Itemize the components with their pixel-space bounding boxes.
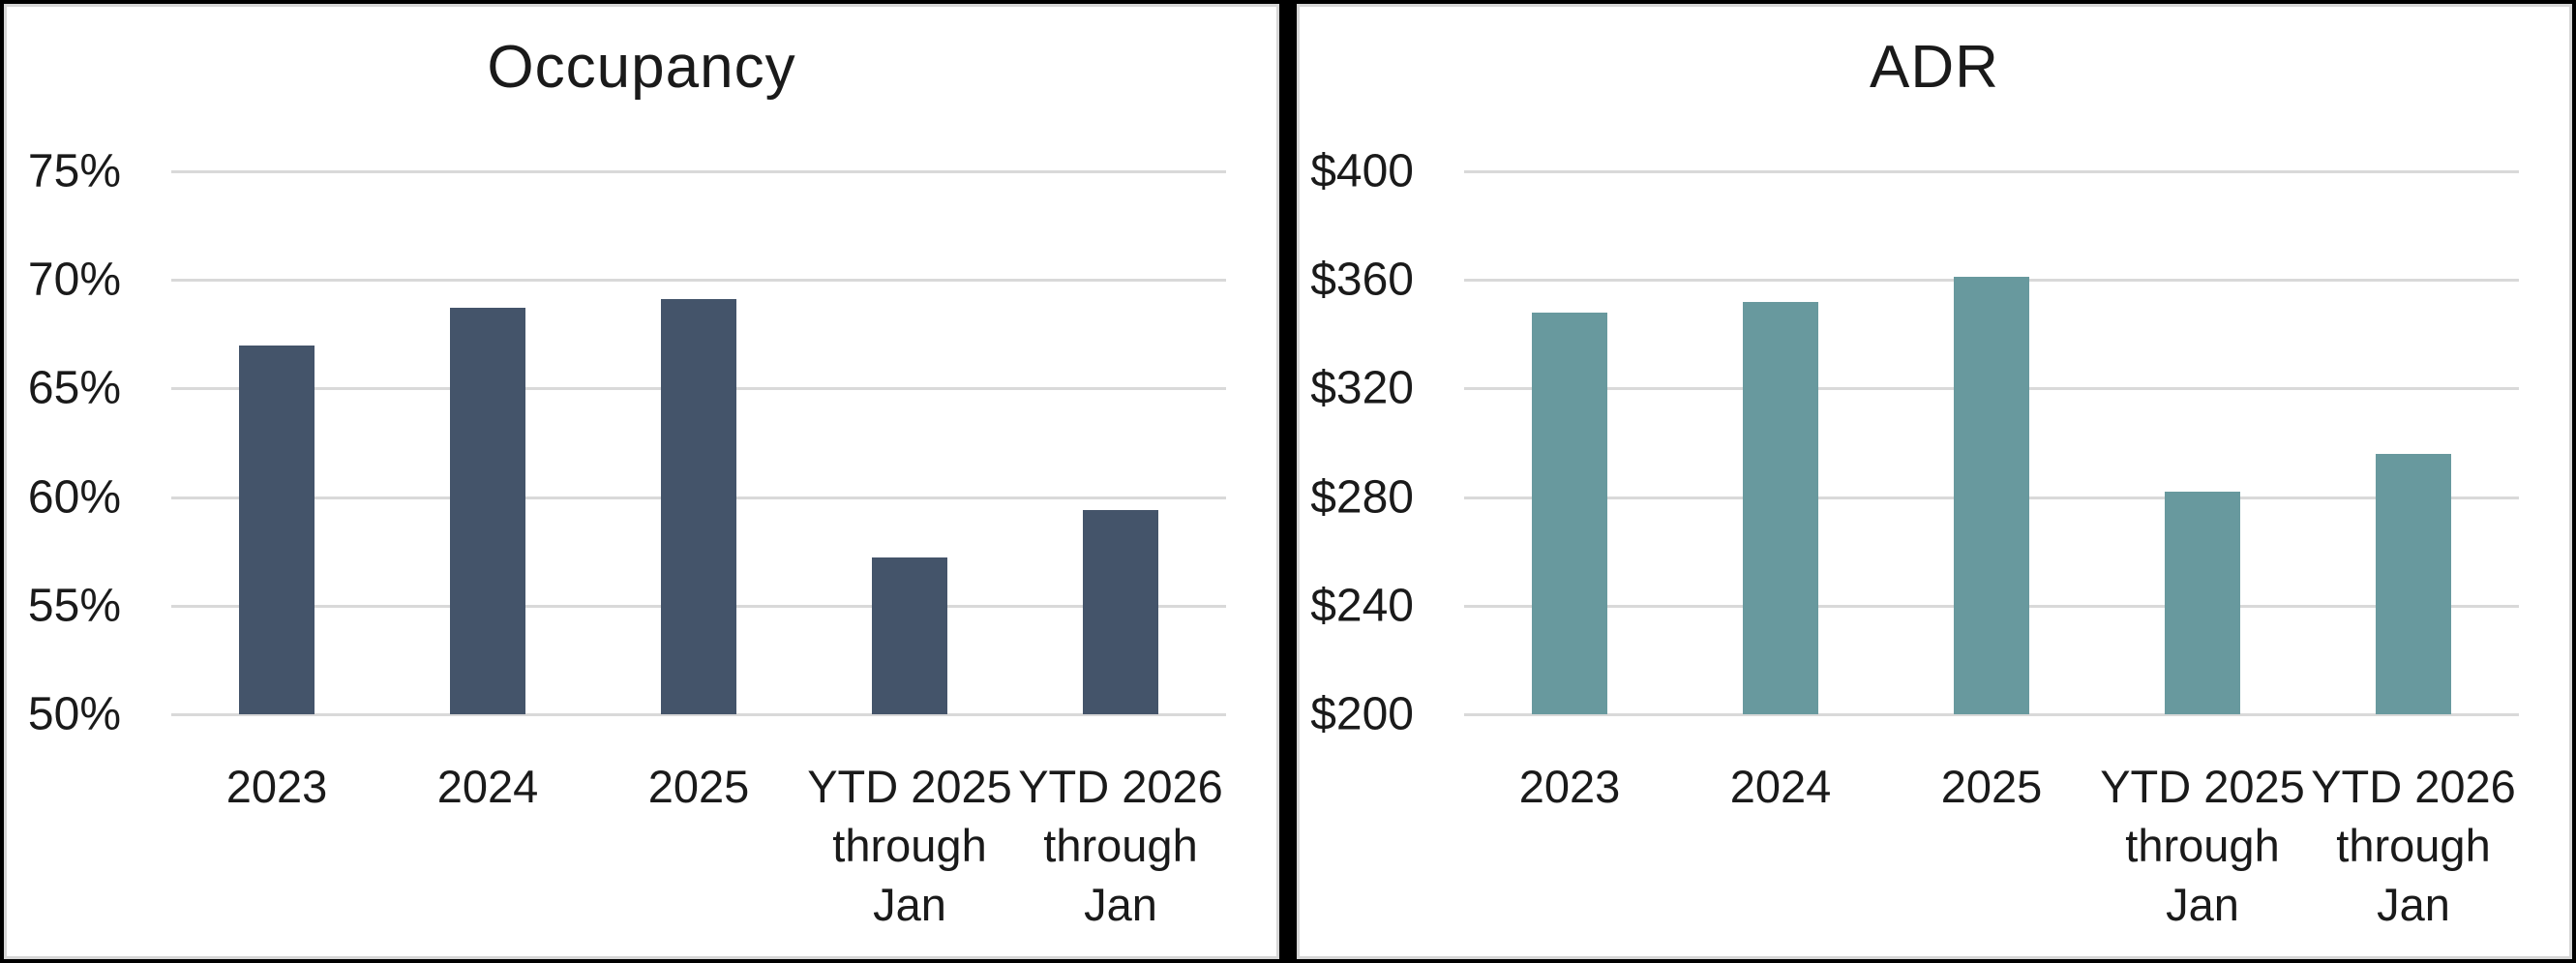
bar-YTD 2026 xyxy=(1082,510,1159,714)
y-tick-label: 70% xyxy=(27,254,121,306)
x-tick-label: YTD 2026 through Jan xyxy=(1018,761,1223,930)
bar-slot xyxy=(2308,171,2519,714)
bar-slot xyxy=(2097,171,2308,714)
chart-title: Occupancy xyxy=(487,34,796,101)
y-tick-label: $320 xyxy=(1310,362,1414,414)
y-tick-label: 75% xyxy=(27,145,121,197)
adr-chart-panel: ADR $400 $360 $320 $280 $240 $200 2023 2024 202… xyxy=(1297,4,2572,959)
bar-series xyxy=(1464,171,2519,714)
x-tick-label: YTD 2025 through Jan xyxy=(807,761,1012,930)
y-tick-label: $280 xyxy=(1310,471,1414,524)
bar-slot xyxy=(1675,171,1886,714)
gridline xyxy=(171,713,1226,716)
gridline xyxy=(1464,170,2519,173)
x-tick-label: 2023 xyxy=(225,761,328,812)
y-tick-label: 65% xyxy=(27,362,121,414)
y-axis-labels: 75% 70% 65% 60% 55% 50% xyxy=(7,146,121,740)
bar-2023 xyxy=(1531,312,1608,714)
y-axis-labels: $400 $360 $320 $280 $240 $200 xyxy=(1300,146,1414,740)
y-tick-label: $240 xyxy=(1310,580,1414,632)
x-tick-label: 2024 xyxy=(1729,761,1832,812)
bar-slot xyxy=(804,171,1015,714)
bar-2025 xyxy=(660,299,737,714)
chart-title: ADR xyxy=(1870,34,1999,101)
bar-slot xyxy=(171,171,382,714)
gridline xyxy=(171,279,1226,283)
bar-slot xyxy=(382,171,593,714)
x-tick-label: YTD 2026 through Jan xyxy=(2311,761,2516,930)
y-tick-label: $360 xyxy=(1310,254,1414,306)
plot-area xyxy=(1464,170,2519,716)
bar-slot xyxy=(1015,171,1226,714)
x-axis-labels: 2023 2024 2025 YTD 2025 through Jan YTD 2026… xyxy=(1464,714,2519,956)
y-tick-label: 50% xyxy=(27,688,121,740)
x-tick-label: 2023 xyxy=(1518,761,1621,812)
occupancy-chart-panel: Occupancy 75% 70% 65% 60% 55% 50% 2023 2024 202… xyxy=(4,4,1279,959)
bar-slot xyxy=(1464,171,1675,714)
y-tick-label: $200 xyxy=(1310,688,1414,740)
bar-2024 xyxy=(449,308,526,714)
y-tick-label: $400 xyxy=(1310,145,1414,197)
x-tick-label: 2025 xyxy=(647,761,750,812)
bar-slot xyxy=(1886,171,2097,714)
bar-slot xyxy=(593,171,804,714)
x-axis-labels: 2023 2024 2025 YTD 2025 through Jan YTD 2026… xyxy=(171,714,1226,956)
y-tick-label: 55% xyxy=(27,580,121,632)
bar-2023 xyxy=(238,345,315,714)
gridline xyxy=(171,170,1226,173)
bar-YTD 2025 xyxy=(871,557,948,714)
x-tick-label: YTD 2025 through Jan xyxy=(2100,761,2305,930)
plot-area xyxy=(171,170,1226,716)
x-tick-label: 2024 xyxy=(436,761,539,812)
x-tick-label: 2025 xyxy=(1940,761,2043,812)
bar-series xyxy=(171,171,1226,714)
bar-YTD 2026 xyxy=(2375,453,2452,714)
y-tick-label: 60% xyxy=(27,471,121,524)
gridline xyxy=(1464,713,2519,716)
bar-2025 xyxy=(1953,277,2030,714)
bar-2024 xyxy=(1742,301,1819,714)
bar-YTD 2025 xyxy=(2164,492,2241,714)
